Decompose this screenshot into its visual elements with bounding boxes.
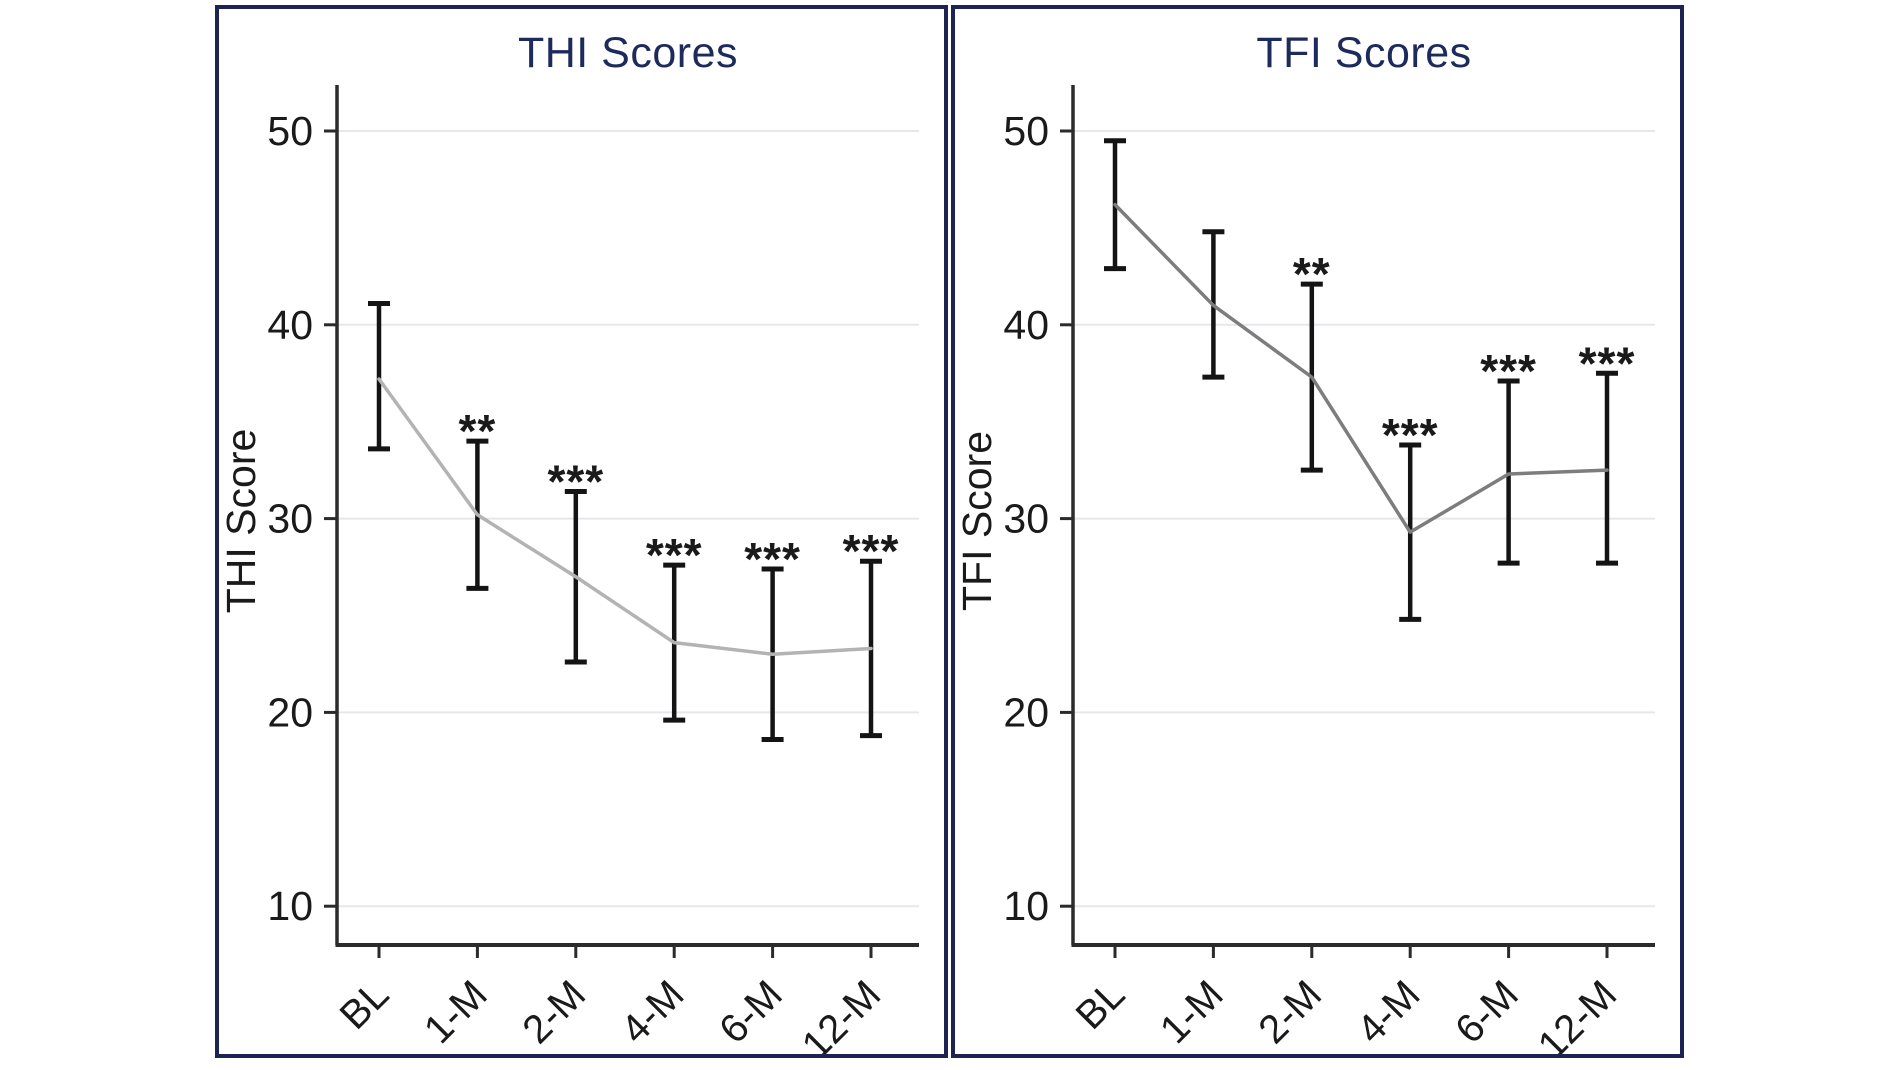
x-tick-label: BL xyxy=(1068,972,1134,1038)
significance-marker: *** xyxy=(547,455,604,507)
y-tick-label: 50 xyxy=(1003,108,1049,154)
y-tick-label: 10 xyxy=(1003,883,1049,929)
significance-marker: ** xyxy=(1293,248,1331,300)
tfi-panel: TFI Scores 10 20 30 40 50 BL 1-M 2-M 4-M 6-M 12-M *… xyxy=(951,5,1684,1058)
x-tick-label: 1-M xyxy=(1152,972,1232,1052)
chart-title-thi: THI Scores xyxy=(517,29,739,77)
significance-marker: *** xyxy=(744,533,801,585)
y-tick-label: 20 xyxy=(1003,689,1049,735)
significance-marker: ** xyxy=(458,405,496,457)
significance-marker: *** xyxy=(1480,345,1537,397)
y-tick-label: 50 xyxy=(267,108,313,154)
thi-panel: THI Scores 10 20 30 40 50 BL 1-M 2-M 4-M 6-M 12-M *… xyxy=(215,5,948,1058)
x-tick-label: BL xyxy=(332,972,398,1038)
y-tick-label: 40 xyxy=(1003,302,1049,348)
x-tick-label: 4-M xyxy=(1349,972,1429,1052)
y-axis-label: THI Score xyxy=(219,429,264,614)
y-tick-label: 10 xyxy=(267,883,313,929)
y-tick-label: 40 xyxy=(267,302,313,348)
x-tick-label: 12-M xyxy=(1530,972,1626,1054)
y-tick-label: 30 xyxy=(1003,496,1049,542)
significance-marker: *** xyxy=(646,529,703,581)
series-line xyxy=(1113,202,1609,534)
x-tick-label: 4-M xyxy=(613,972,693,1052)
chart-title-tfi: TFI Scores xyxy=(1256,29,1472,77)
x-tick-label: 1-M xyxy=(416,972,496,1052)
x-tick-label: 6-M xyxy=(711,972,791,1052)
significance-marker: *** xyxy=(843,525,900,577)
y-tick-label: 20 xyxy=(267,689,313,735)
y-tick-label: 30 xyxy=(267,496,313,542)
series-line xyxy=(377,377,873,657)
significance-marker: *** xyxy=(1382,409,1439,461)
x-tick-label: 6-M xyxy=(1447,972,1527,1052)
y-axis-label: TFI Score xyxy=(955,431,1000,611)
x-tick-label: 12-M xyxy=(794,972,890,1054)
x-tick-label: 2-M xyxy=(514,972,594,1052)
significance-marker: *** xyxy=(1579,337,1636,389)
x-tick-label: 2-M xyxy=(1250,972,1330,1052)
